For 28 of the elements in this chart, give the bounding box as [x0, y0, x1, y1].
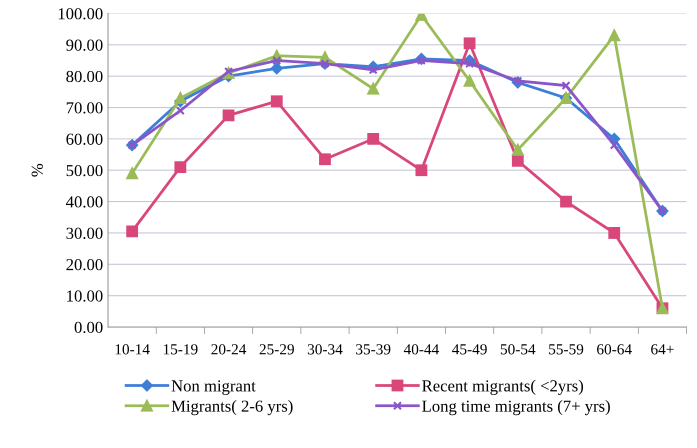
x-tick-label: 45-49: [452, 344, 487, 354]
x-tick-label: 50-54: [500, 344, 536, 354]
x-tick-label: 20-24: [211, 344, 246, 354]
x-tick-label: 10-14: [116, 344, 150, 354]
y-tick-label: 70.00: [66, 102, 103, 114]
y-tick-label: 100.00: [58, 8, 103, 20]
y-tick-label: 40.00: [66, 196, 103, 208]
y-axis-title: %: [32, 164, 43, 177]
y-tick-label: 50.00: [66, 164, 103, 176]
x-tick-label: 30-34: [308, 344, 343, 354]
x-tick-label: 60-64: [597, 344, 632, 354]
x-tick-label: 35-39: [356, 344, 390, 354]
legend-label: Migrants( 2-6 yrs): [172, 400, 293, 416]
y-tick-label: 60.00: [66, 134, 103, 145]
x-tick-label: 15-19: [164, 344, 198, 354]
legend-label: Recent migrants( <2yrs): [422, 380, 584, 395]
x-tick-label: 40-44: [404, 344, 439, 354]
x-tick-label: 64+: [651, 344, 674, 354]
y-tick-label: 80.00: [66, 70, 103, 82]
y-tick-label: 30.00: [66, 228, 103, 239]
legend-label: Non migrant: [172, 380, 256, 395]
y-tick-label: 90.00: [66, 40, 103, 51]
y-tick-label: 20.00: [66, 259, 103, 270]
legend-label: Long time migrants (7+ yrs): [422, 400, 610, 416]
y-tick-label: 0.00: [74, 322, 103, 334]
y-tick-label: 10.00: [67, 290, 103, 302]
x-tick-label: 25-29: [260, 344, 294, 354]
x-tick-label: 55-59: [549, 344, 584, 354]
